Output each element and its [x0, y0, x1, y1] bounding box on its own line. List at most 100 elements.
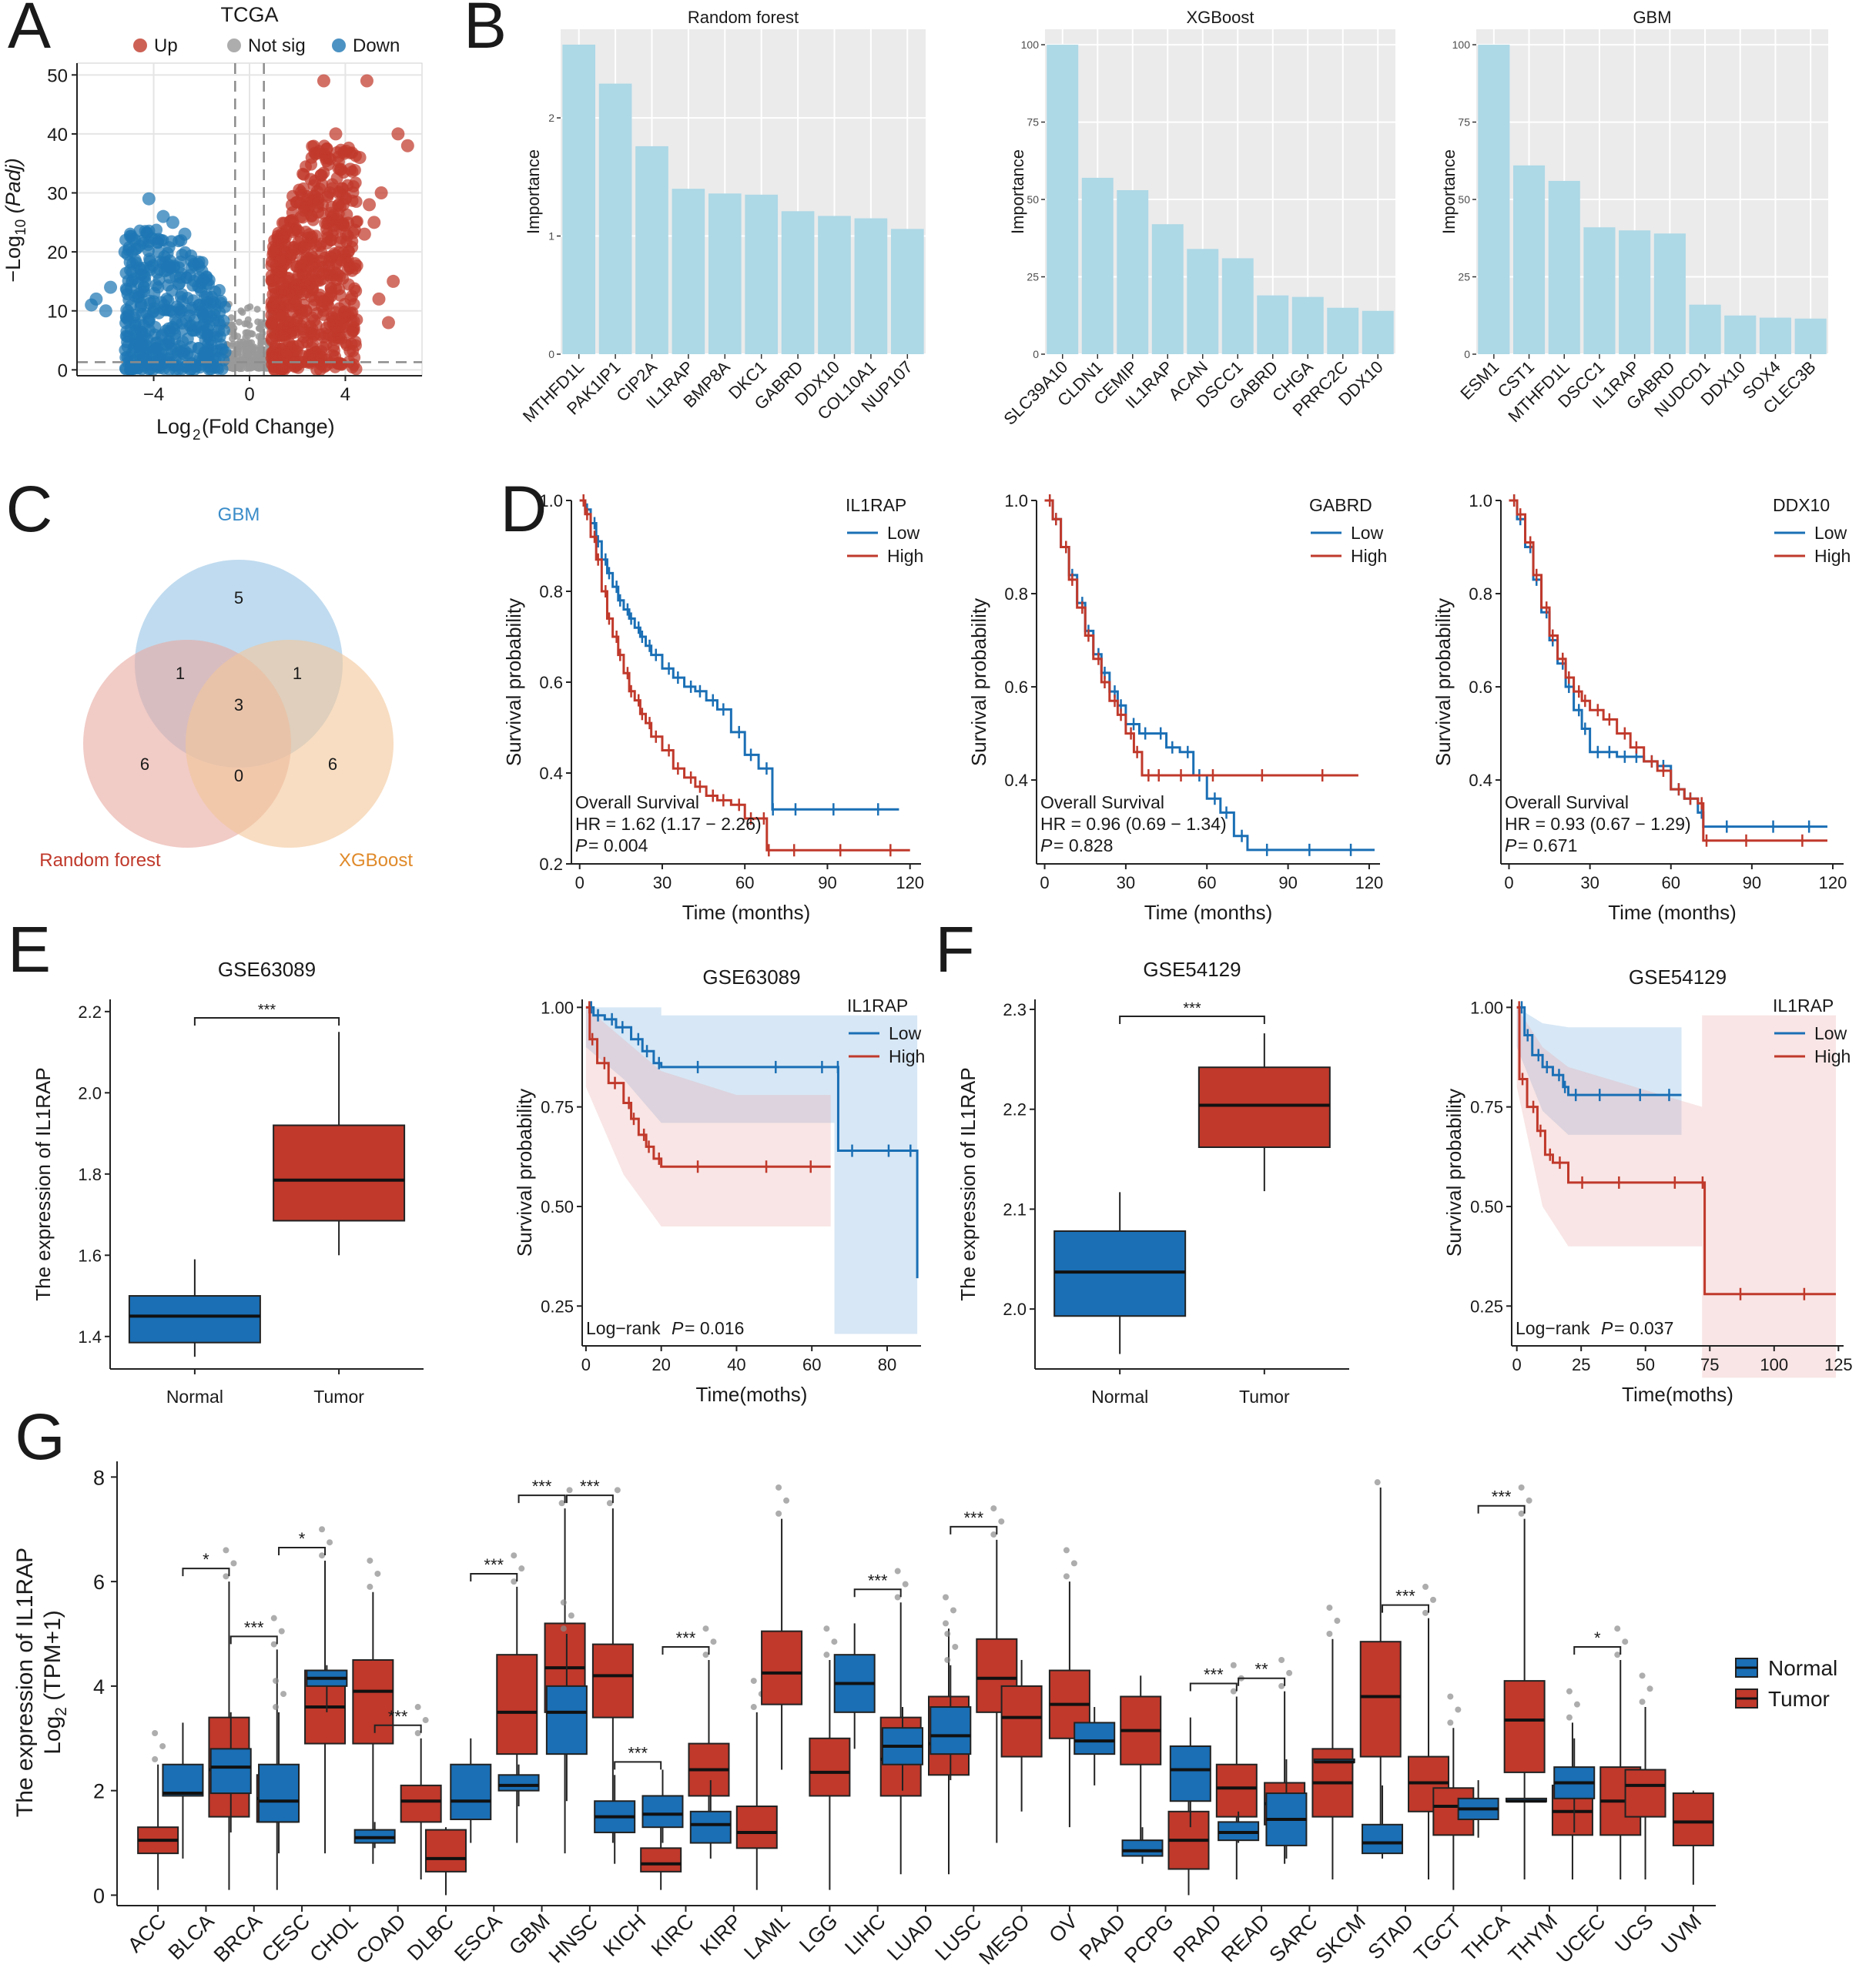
boxplot-f1: 2.0 2.1 2.2 2.3 Normal Tumor *** GSE54129 The ex…	[956, 958, 1349, 1407]
annotation-p-value: = 0.037	[1614, 1318, 1673, 1338]
outlier-point	[223, 1573, 229, 1580]
outlier-point	[614, 1487, 621, 1494]
point-up	[288, 243, 301, 256]
box	[1169, 1745, 1211, 1802]
legend-label: Normal	[1768, 1656, 1837, 1680]
point-up	[360, 74, 373, 88]
legend-title: GABRD	[1309, 495, 1372, 515]
significance-label: ***	[676, 1628, 696, 1648]
point-down	[156, 209, 170, 223]
y-axis-label: Survival probability	[502, 598, 525, 766]
y-tick-label: 2.0	[78, 1083, 102, 1103]
x-tick-label: 0	[1040, 873, 1049, 892]
outlier-point	[223, 1547, 229, 1554]
outlier-point	[414, 1729, 421, 1736]
point-down	[200, 271, 213, 284]
y-tick-label: 0.75	[541, 1098, 574, 1117]
box	[209, 1748, 252, 1795]
chart-title: GSE54129	[1143, 958, 1241, 981]
y-tick-label: 2	[548, 112, 554, 124]
box-normal	[128, 1295, 261, 1344]
box	[1359, 1641, 1402, 1758]
panel-letter-f: F	[935, 913, 974, 986]
y-tick-label: 1.8	[78, 1165, 102, 1184]
y-tick-label: 0	[548, 348, 554, 360]
point-up	[340, 145, 353, 158]
significance-label: *	[203, 1550, 209, 1569]
point-down	[144, 346, 157, 359]
point-down	[219, 346, 232, 359]
point-down	[139, 225, 152, 238]
box	[400, 1784, 442, 1823]
bar	[1151, 224, 1184, 354]
y-tick-label: 4	[93, 1675, 105, 1699]
box	[640, 1847, 682, 1873]
x-tick-label: 120	[1819, 873, 1847, 892]
outlier-point	[367, 1583, 373, 1590]
chart-title: XGBoost	[1186, 8, 1254, 27]
point-down	[150, 336, 163, 349]
venn-label-random-forest: Random forest	[39, 850, 161, 871]
point-down	[172, 278, 185, 291]
survival-curve-low	[579, 499, 899, 811]
x-tick-label: HNSC	[544, 1909, 602, 1967]
significance-label: ***	[580, 1477, 600, 1496]
point-notsig	[235, 318, 243, 326]
point-up	[314, 169, 328, 182]
legend-dot	[332, 38, 346, 52]
outlier-point	[560, 1599, 567, 1606]
point-notsig	[236, 341, 244, 349]
y-tick-label: 25	[1027, 271, 1039, 283]
significance-label: ***	[484, 1555, 504, 1575]
km-plot-f2: 0.25 0.50 0.75 1.00 0 25 50 75 100 125 Time(moths)…	[1442, 966, 1853, 1406]
outlier-point	[702, 1625, 709, 1632]
y-axis-label: −Log10 (Padj)	[2, 158, 29, 283]
outlier-point	[1614, 1625, 1621, 1632]
x-tick-label: Tumor	[313, 1387, 364, 1407]
bar	[1759, 317, 1792, 354]
outlier-point	[319, 1552, 326, 1559]
y-tick-label: 0	[1033, 348, 1039, 360]
outlier-point	[1639, 1699, 1646, 1705]
significance-label: *	[299, 1529, 306, 1548]
survival-curve-high	[1044, 499, 1358, 777]
x-tick-label: 25	[1572, 1355, 1590, 1374]
x-tick-label: CESC	[257, 1909, 314, 1966]
bar	[1221, 258, 1254, 354]
km-plot-d3: 0.4 0.6 0.8 1.0 0 30 60 90 120 Time (months) Survi…	[1432, 491, 1851, 924]
box	[258, 1763, 300, 1823]
y-tick-label: 75	[1027, 116, 1039, 129]
y-label-tail: (TPM+1)	[40, 1610, 65, 1707]
point-up	[317, 74, 330, 88]
venn-count: 1	[293, 664, 302, 683]
x-tick-label: LGG	[795, 1909, 842, 1957]
annotation-p-label: P	[1505, 835, 1517, 855]
x-tick-label: 125	[1824, 1355, 1853, 1374]
y-tick-label: 40	[47, 125, 68, 146]
x-axis-label: Time(moths)	[1622, 1383, 1733, 1406]
point-notsig	[245, 364, 253, 372]
outlier-point	[944, 1656, 951, 1663]
point-up	[275, 328, 288, 341]
point-down	[148, 286, 161, 300]
significance-label: ***	[258, 1002, 276, 1019]
bar	[598, 83, 632, 355]
outlier-point	[998, 1518, 1005, 1525]
point-up	[374, 186, 388, 200]
bar	[1081, 177, 1114, 354]
x-tick-label: 60	[1662, 873, 1680, 892]
point-up	[329, 127, 343, 141]
point-down	[142, 313, 155, 326]
outlier-point	[750, 1678, 757, 1685]
significance-bracket	[1382, 1604, 1430, 1613]
significance-bracket	[518, 1494, 566, 1504]
x-tick-label: STAD	[1364, 1909, 1419, 1964]
outlier-point	[1063, 1573, 1070, 1580]
x-tick-label: BLCA	[164, 1909, 219, 1964]
outlier-point	[566, 1487, 573, 1494]
point-up	[335, 332, 348, 345]
legend-label: Low	[1814, 1023, 1847, 1043]
legend-label: Up	[154, 35, 178, 56]
bar	[745, 194, 779, 354]
annotation-p-label: P	[1040, 835, 1053, 855]
